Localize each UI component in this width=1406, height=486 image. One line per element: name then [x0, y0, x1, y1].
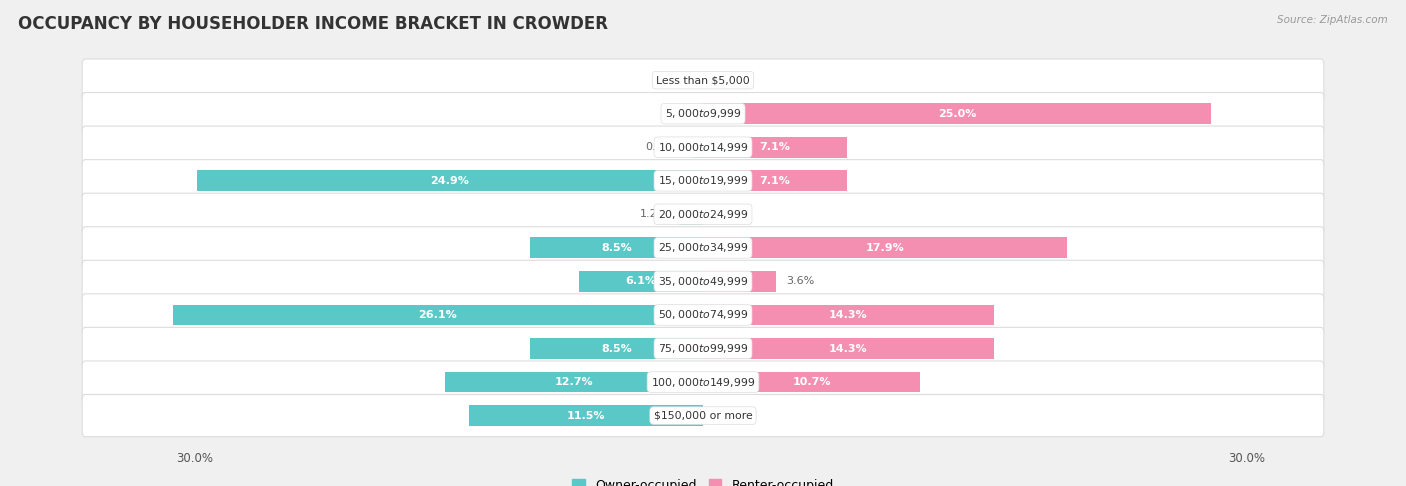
- FancyBboxPatch shape: [82, 361, 1324, 403]
- Text: Source: ZipAtlas.com: Source: ZipAtlas.com: [1277, 15, 1388, 25]
- Text: 8.5%: 8.5%: [602, 243, 633, 253]
- Text: 8.5%: 8.5%: [602, 344, 633, 353]
- Text: OCCUPANCY BY HOUSEHOLDER INCOME BRACKET IN CROWDER: OCCUPANCY BY HOUSEHOLDER INCOME BRACKET …: [18, 15, 609, 33]
- Legend: Owner-occupied, Renter-occupied: Owner-occupied, Renter-occupied: [572, 479, 834, 486]
- Text: 0.0%: 0.0%: [665, 109, 693, 119]
- Text: 25.0%: 25.0%: [938, 109, 976, 119]
- Text: 0.0%: 0.0%: [713, 75, 741, 85]
- Text: 11.5%: 11.5%: [567, 411, 606, 420]
- Text: 7.1%: 7.1%: [759, 176, 790, 186]
- Text: $100,000 to $149,999: $100,000 to $149,999: [651, 376, 755, 388]
- Bar: [703, 137, 848, 157]
- Text: Less than $5,000: Less than $5,000: [657, 75, 749, 85]
- FancyBboxPatch shape: [82, 395, 1324, 437]
- Text: 1.2%: 1.2%: [640, 209, 668, 219]
- Text: $20,000 to $24,999: $20,000 to $24,999: [658, 208, 748, 221]
- Text: 0.0%: 0.0%: [713, 411, 741, 420]
- Text: $50,000 to $74,999: $50,000 to $74,999: [658, 309, 748, 321]
- Text: 30.0%: 30.0%: [176, 452, 212, 465]
- Bar: [703, 305, 994, 325]
- Text: 26.1%: 26.1%: [419, 310, 457, 320]
- FancyBboxPatch shape: [82, 260, 1324, 303]
- Bar: [703, 372, 921, 393]
- Text: 24.9%: 24.9%: [430, 176, 470, 186]
- FancyBboxPatch shape: [82, 92, 1324, 135]
- Bar: [579, 271, 703, 292]
- FancyBboxPatch shape: [82, 193, 1324, 235]
- Text: 6.1%: 6.1%: [626, 277, 657, 286]
- Bar: [703, 171, 848, 191]
- FancyBboxPatch shape: [82, 294, 1324, 336]
- Bar: [470, 405, 703, 426]
- FancyBboxPatch shape: [82, 328, 1324, 370]
- Bar: [679, 204, 703, 225]
- Text: 12.7%: 12.7%: [554, 377, 593, 387]
- Bar: [690, 137, 703, 157]
- Text: 14.3%: 14.3%: [830, 344, 868, 353]
- Text: $10,000 to $14,999: $10,000 to $14,999: [658, 141, 748, 154]
- Bar: [703, 271, 776, 292]
- Text: 14.3%: 14.3%: [830, 310, 868, 320]
- Text: 3.6%: 3.6%: [786, 277, 814, 286]
- Text: $25,000 to $34,999: $25,000 to $34,999: [658, 242, 748, 254]
- FancyBboxPatch shape: [82, 59, 1324, 101]
- Text: 0.0%: 0.0%: [713, 209, 741, 219]
- Bar: [173, 305, 703, 325]
- Text: 0.61%: 0.61%: [645, 142, 681, 152]
- Text: $15,000 to $19,999: $15,000 to $19,999: [658, 174, 748, 187]
- FancyBboxPatch shape: [82, 126, 1324, 168]
- Text: $5,000 to $9,999: $5,000 to $9,999: [665, 107, 741, 120]
- Text: $75,000 to $99,999: $75,000 to $99,999: [658, 342, 748, 355]
- Bar: [703, 338, 994, 359]
- Text: $35,000 to $49,999: $35,000 to $49,999: [658, 275, 748, 288]
- FancyBboxPatch shape: [82, 227, 1324, 269]
- Bar: [530, 238, 703, 258]
- Text: 17.9%: 17.9%: [866, 243, 904, 253]
- Bar: [444, 372, 703, 393]
- Text: $150,000 or more: $150,000 or more: [654, 411, 752, 420]
- Text: 30.0%: 30.0%: [1229, 452, 1265, 465]
- Bar: [530, 338, 703, 359]
- Bar: [703, 103, 1211, 124]
- Bar: [703, 238, 1067, 258]
- Bar: [197, 171, 703, 191]
- Text: 7.1%: 7.1%: [759, 142, 790, 152]
- Text: 0.0%: 0.0%: [665, 75, 693, 85]
- Text: 10.7%: 10.7%: [793, 377, 831, 387]
- FancyBboxPatch shape: [82, 159, 1324, 202]
